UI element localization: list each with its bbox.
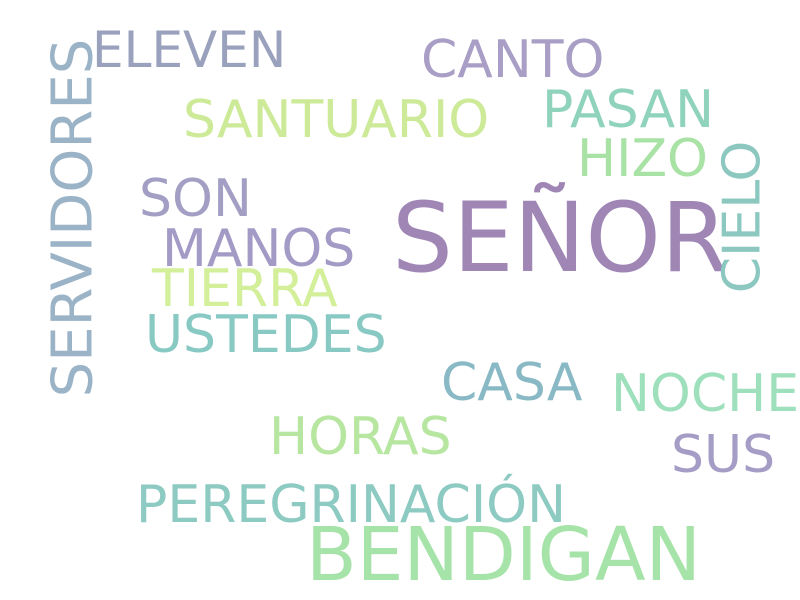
word-casa: CASA	[441, 353, 583, 413]
word-canto: CANTO	[421, 30, 605, 90]
word-servidores: SERVIDORES	[40, 38, 106, 398]
word-bendigan: BENDIGAN	[306, 512, 702, 598]
word-noche: NOCHE	[611, 364, 800, 424]
word-peregrinacion: PEREGRINACIÓN	[136, 475, 566, 535]
word-santuario: SANTUARIO	[183, 90, 490, 150]
word-senor: SEÑOR	[392, 182, 728, 294]
word-pasan: PASAN	[542, 80, 715, 140]
word-sus: SUS	[671, 425, 776, 485]
word-horas: HORAS	[269, 407, 452, 467]
word-eleven: ELEVEN	[92, 21, 287, 79]
word-manos: MANOS	[162, 219, 356, 279]
word-hizo: HIZO	[577, 129, 708, 189]
word-ustedes: USTEDES	[145, 305, 387, 365]
word-cielo: CIELO	[712, 140, 773, 294]
word-son: SON	[139, 169, 252, 229]
word-tierra: TIERRA	[152, 259, 338, 319]
